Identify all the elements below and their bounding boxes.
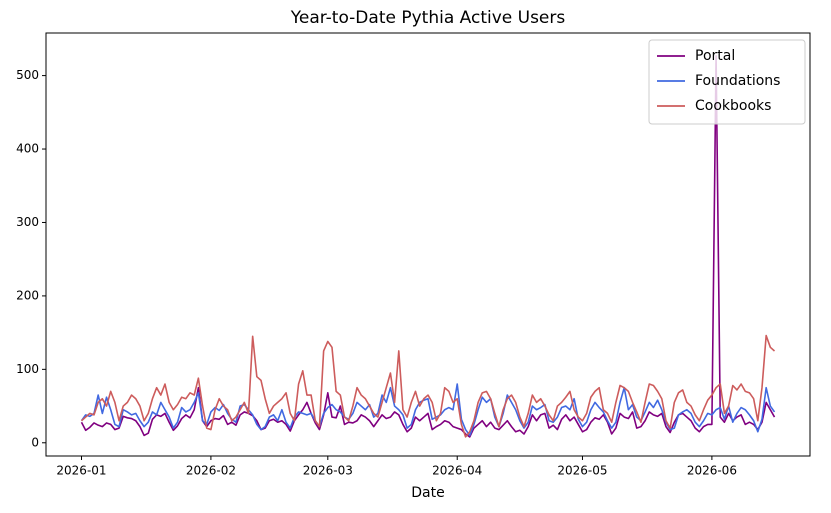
series-line — [80, 334, 776, 438]
y-tick-label: 300 — [16, 215, 39, 229]
y-tick-label: 0 — [31, 435, 39, 449]
x-tick-label: 2026-03 — [303, 464, 353, 478]
x-tick-label: 2026-02 — [186, 464, 236, 478]
x-tick-label: 2026-01 — [56, 464, 106, 478]
y-tick-label: 400 — [16, 142, 39, 156]
y-tick-label: 500 — [16, 68, 39, 82]
x-tick-label: 2026-04 — [432, 464, 482, 478]
x-tick-label: 2026-06 — [687, 464, 737, 478]
x-axis-label: Date — [411, 485, 444, 501]
chart-title: Year-to-Date Pythia Active Users — [290, 8, 566, 28]
x-tick-label: 2026-05 — [557, 464, 607, 478]
legend-label: Cookbooks — [695, 98, 771, 114]
legend-box — [648, 39, 806, 125]
series-line — [80, 383, 776, 437]
y-tick-label: 100 — [16, 362, 39, 376]
plot-frame — [45, 32, 811, 457]
y-tick-label: 200 — [16, 288, 39, 302]
legend-label: Foundations — [695, 73, 780, 89]
legend-label: Portal — [695, 48, 735, 64]
